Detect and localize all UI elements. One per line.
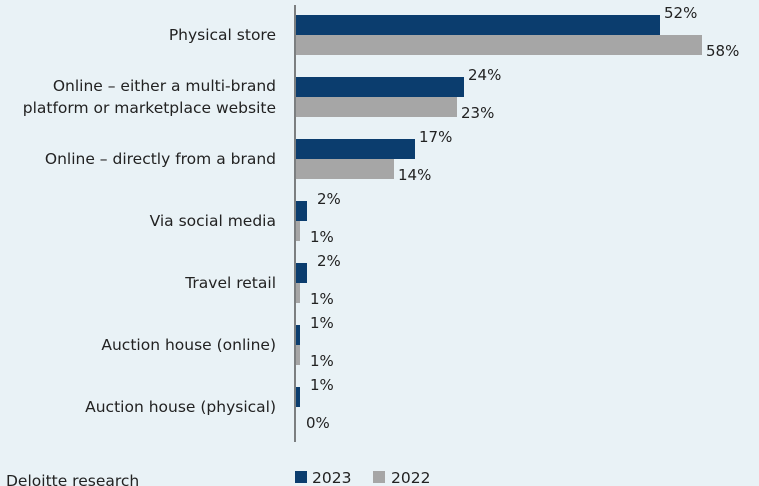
value-label-2023: 24% bbox=[468, 66, 501, 84]
category-label-line: Physical store bbox=[169, 26, 276, 44]
value-label-2022: 23% bbox=[461, 104, 494, 122]
legend-label-2023: 2023 bbox=[312, 469, 351, 486]
value-label-2023: 2% bbox=[317, 252, 341, 270]
value-label-2022: 14% bbox=[398, 166, 431, 184]
value-label-2022: 0% bbox=[306, 414, 330, 432]
bar-2022 bbox=[296, 345, 300, 365]
legend-swatch-2022 bbox=[373, 471, 385, 483]
bar-2022 bbox=[296, 283, 300, 303]
bars bbox=[296, 15, 702, 407]
legend-swatch-2023 bbox=[295, 471, 307, 483]
bar-2023 bbox=[296, 263, 307, 283]
bar-2022 bbox=[296, 221, 300, 241]
bar-2022 bbox=[296, 159, 394, 179]
value-label-2022: 1% bbox=[310, 290, 334, 308]
category-label: Auction house (online) bbox=[101, 336, 276, 354]
legend-label-2022: 2022 bbox=[391, 469, 430, 486]
source-note: Deloitte research bbox=[6, 472, 139, 486]
bar-2023 bbox=[296, 139, 415, 159]
category-label: Auction house (physical) bbox=[85, 398, 276, 416]
value-label-2023: 17% bbox=[419, 128, 452, 146]
legend: 2023 2022 bbox=[295, 469, 430, 486]
value-label-2022: 1% bbox=[310, 228, 334, 246]
bar-2022 bbox=[296, 35, 702, 55]
category-label: Online – directly from a brand bbox=[45, 150, 276, 168]
value-labels: 52% 58% 24% 23% 17% 14% 2% 1% 2% 1% 1% 1% 1% 0% bbox=[306, 4, 739, 432]
value-label-2023: 52% bbox=[664, 4, 697, 22]
category-label-line: Online – directly from a brand bbox=[45, 150, 276, 168]
bar-2022 bbox=[296, 97, 457, 117]
bar-2023 bbox=[296, 77, 464, 97]
category-label-line: platform or marketplace website bbox=[23, 99, 276, 117]
category-label-line: Auction house (online) bbox=[101, 336, 276, 354]
category-label: Physical store bbox=[169, 26, 276, 44]
bar-2023 bbox=[296, 325, 300, 345]
category-label: Via social media bbox=[150, 212, 276, 230]
bar-2023 bbox=[296, 15, 660, 35]
bar-2023 bbox=[296, 201, 307, 221]
category-label-line: Auction house (physical) bbox=[85, 398, 276, 416]
category-label-line: Travel retail bbox=[184, 274, 276, 292]
category-labels: Physical store Online – either a multi-br… bbox=[23, 26, 276, 416]
category-label-line: Online – either a multi-brand bbox=[53, 77, 276, 95]
value-label-2023: 1% bbox=[310, 314, 334, 332]
value-label-2022: 58% bbox=[706, 42, 739, 60]
category-label: Online – either a multi-brand platform or… bbox=[23, 77, 276, 117]
bar-2023 bbox=[296, 387, 300, 407]
value-label-2023: 2% bbox=[317, 190, 341, 208]
category-label: Travel retail bbox=[184, 274, 276, 292]
category-label-line: Via social media bbox=[150, 212, 276, 230]
value-label-2023: 1% bbox=[310, 376, 334, 394]
value-label-2022: 1% bbox=[310, 352, 334, 370]
